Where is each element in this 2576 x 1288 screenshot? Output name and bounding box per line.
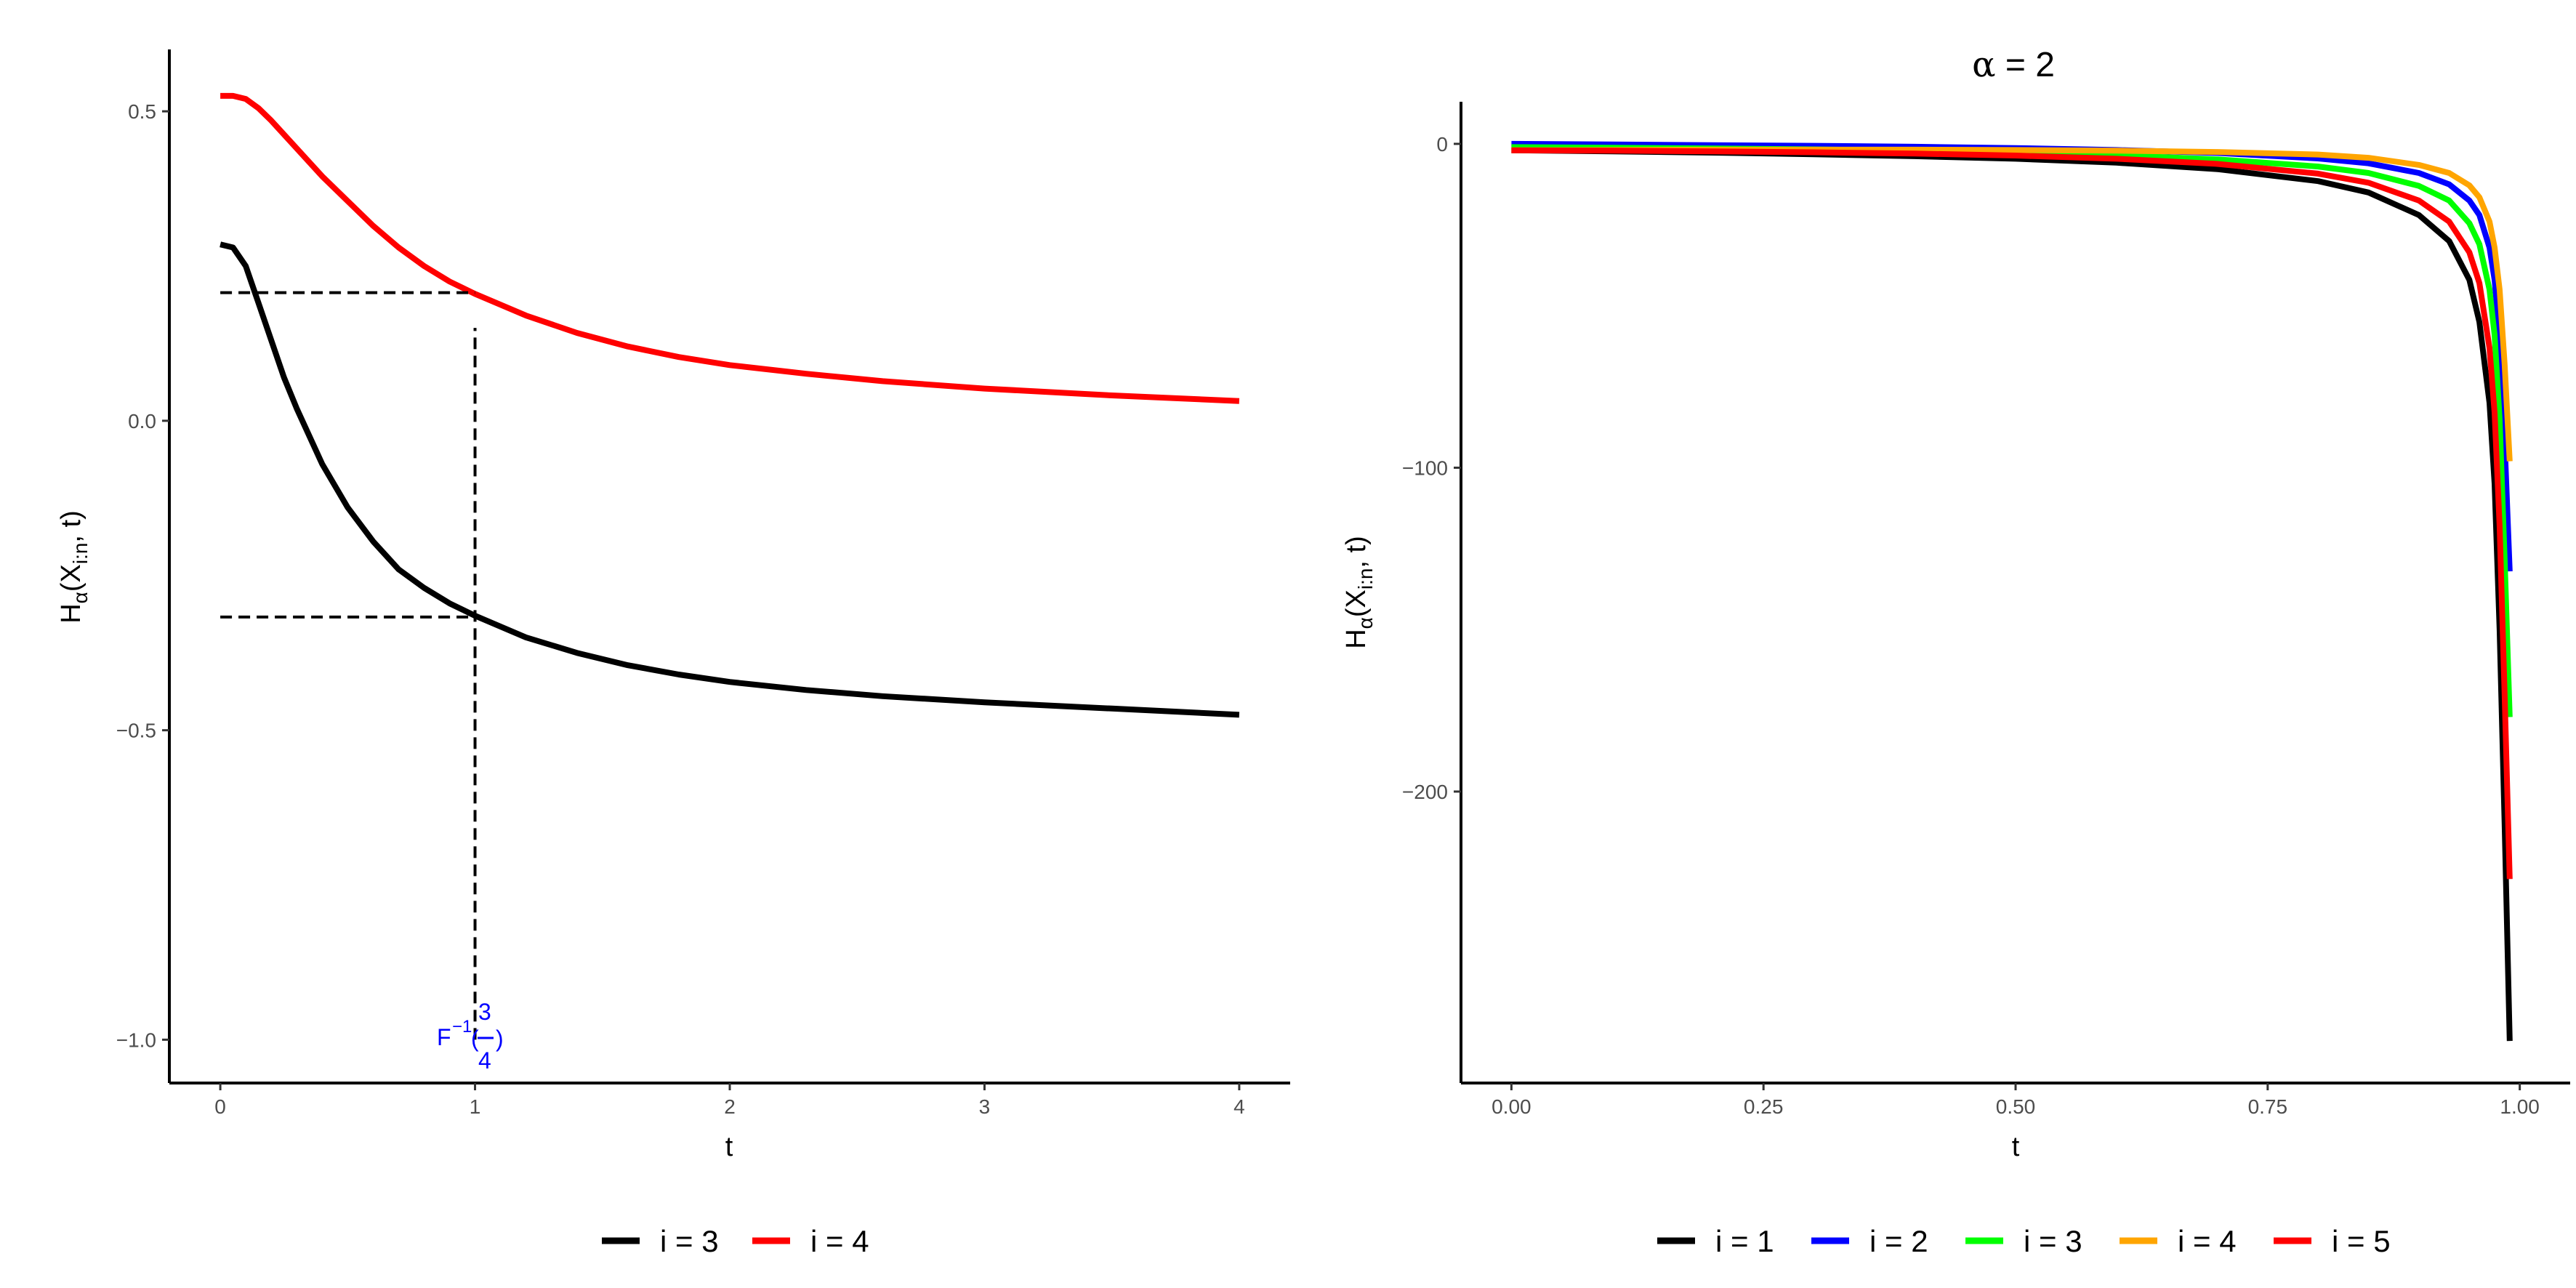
right-series-line-5	[1511, 147, 2513, 880]
annotation-open-paren: (	[471, 1026, 479, 1052]
left-x-ticks: 0 1 2 3 4	[214, 1083, 1245, 1118]
quantile-annotation: F −1 ( 3 4 )	[437, 999, 504, 1074]
y-tick-label: 0	[1436, 133, 1448, 156]
left-series-line-1	[220, 241, 1240, 718]
y-tick-label: 0.5	[128, 100, 156, 123]
left-series-line-2	[220, 92, 1240, 404]
title-rest: = 2	[1996, 46, 2055, 84]
x-tick-label: 2	[724, 1095, 736, 1118]
legend-label-i3: i = 3	[660, 1224, 719, 1258]
right-ylab-main: H	[1341, 629, 1372, 648]
right-ylab-rest: , t)	[1341, 536, 1372, 568]
x-tick-label: 3	[979, 1095, 991, 1118]
left-x-axis-title: t	[725, 1132, 733, 1162]
right-series-line-1	[1511, 147, 2513, 1042]
x-tick-label: 0.75	[2248, 1095, 2288, 1118]
y-tick-label: −200	[1402, 781, 1448, 803]
x-tick-label: 1.00	[2500, 1095, 2540, 1118]
x-tick-label: 0.00	[1492, 1095, 1531, 1118]
legend-label-r-i3: i = 3	[2024, 1224, 2082, 1258]
annotation-close-paren: )	[496, 1026, 504, 1052]
right-ylab-sub2: i:n	[1354, 568, 1377, 590]
legend-label-r-i2: i = 2	[1869, 1224, 1928, 1258]
legend-label-r-i4: i = 4	[2178, 1224, 2237, 1258]
left-panel: 0.5 0.0 −0.5 −1.0 0 1 2 3 4 F −1 ( 3 4 ) t Hα(X…	[56, 49, 1290, 1258]
left-legend: i = 3 i = 4	[602, 1224, 869, 1258]
x-tick-label: 1	[470, 1095, 481, 1118]
annotation-numerator: 3	[478, 999, 491, 1025]
right-y-axis-title: Hα(Xi:n, t)	[1341, 536, 1377, 649]
right-curves	[1511, 140, 2513, 1042]
left-ylab-rest: , t)	[56, 510, 86, 542]
x-tick-label: 0	[214, 1095, 226, 1118]
legend-label-i4: i = 4	[810, 1224, 869, 1258]
annotation-denominator: 4	[478, 1047, 491, 1074]
left-y-ticks: 0.5 0.0 −0.5 −1.0	[116, 100, 169, 1051]
x-tick-label: 0.50	[1996, 1095, 2036, 1118]
annotation-superscript: −1	[452, 1017, 472, 1037]
right-x-ticks: 0.00 0.25 0.50 0.75 1.00	[1492, 1083, 2540, 1118]
right-ylab-paren: (X	[1341, 589, 1372, 617]
legend-label-r-i1: i = 1	[1715, 1224, 1774, 1258]
y-tick-label: −1.0	[116, 1029, 156, 1051]
x-tick-label: 4	[1233, 1095, 1245, 1118]
title-alpha: α	[1972, 44, 1995, 85]
right-x-axis-title: t	[2012, 1132, 2020, 1162]
legend-label-r-i5: i = 5	[2332, 1224, 2391, 1258]
annotation-prefix: F	[437, 1024, 451, 1050]
left-ylab-paren: (X	[56, 564, 86, 592]
right-series-line-2	[1511, 140, 2513, 572]
left-y-axis-title-text: Hα(Xi:n, t)	[56, 510, 92, 624]
y-tick-label: 0.0	[128, 410, 156, 432]
y-tick-label: −100	[1402, 456, 1448, 479]
right-panel-title: α = 2	[1972, 44, 2055, 85]
left-y-axis-title: Hα(Xi:n, t)	[56, 510, 92, 624]
right-ylab-sub: α	[1354, 617, 1377, 629]
right-y-ticks: 0 −100 −200	[1402, 133, 1461, 803]
left-curves	[220, 92, 1240, 718]
left-reference-lines	[220, 291, 477, 1040]
right-y-axis-title-text: Hα(Xi:n, t)	[1341, 536, 1377, 649]
y-tick-label: −0.5	[116, 720, 156, 742]
left-ylab-sub: α	[69, 592, 92, 603]
right-series-line-4	[1511, 146, 2513, 462]
right-series-line-3	[1511, 144, 2513, 717]
right-legend: i = 1 i = 2 i = 3 i = 4 i = 5	[1657, 1224, 2391, 1258]
x-tick-label: 0.25	[1744, 1095, 1784, 1118]
left-ylab-main: H	[56, 603, 86, 623]
left-ylab-sub2: i:n	[69, 543, 92, 565]
right-panel: 0 −100 −200 0.00 0.25 0.50 0.75 1.00 α = 2 t H…	[1341, 44, 2570, 1258]
